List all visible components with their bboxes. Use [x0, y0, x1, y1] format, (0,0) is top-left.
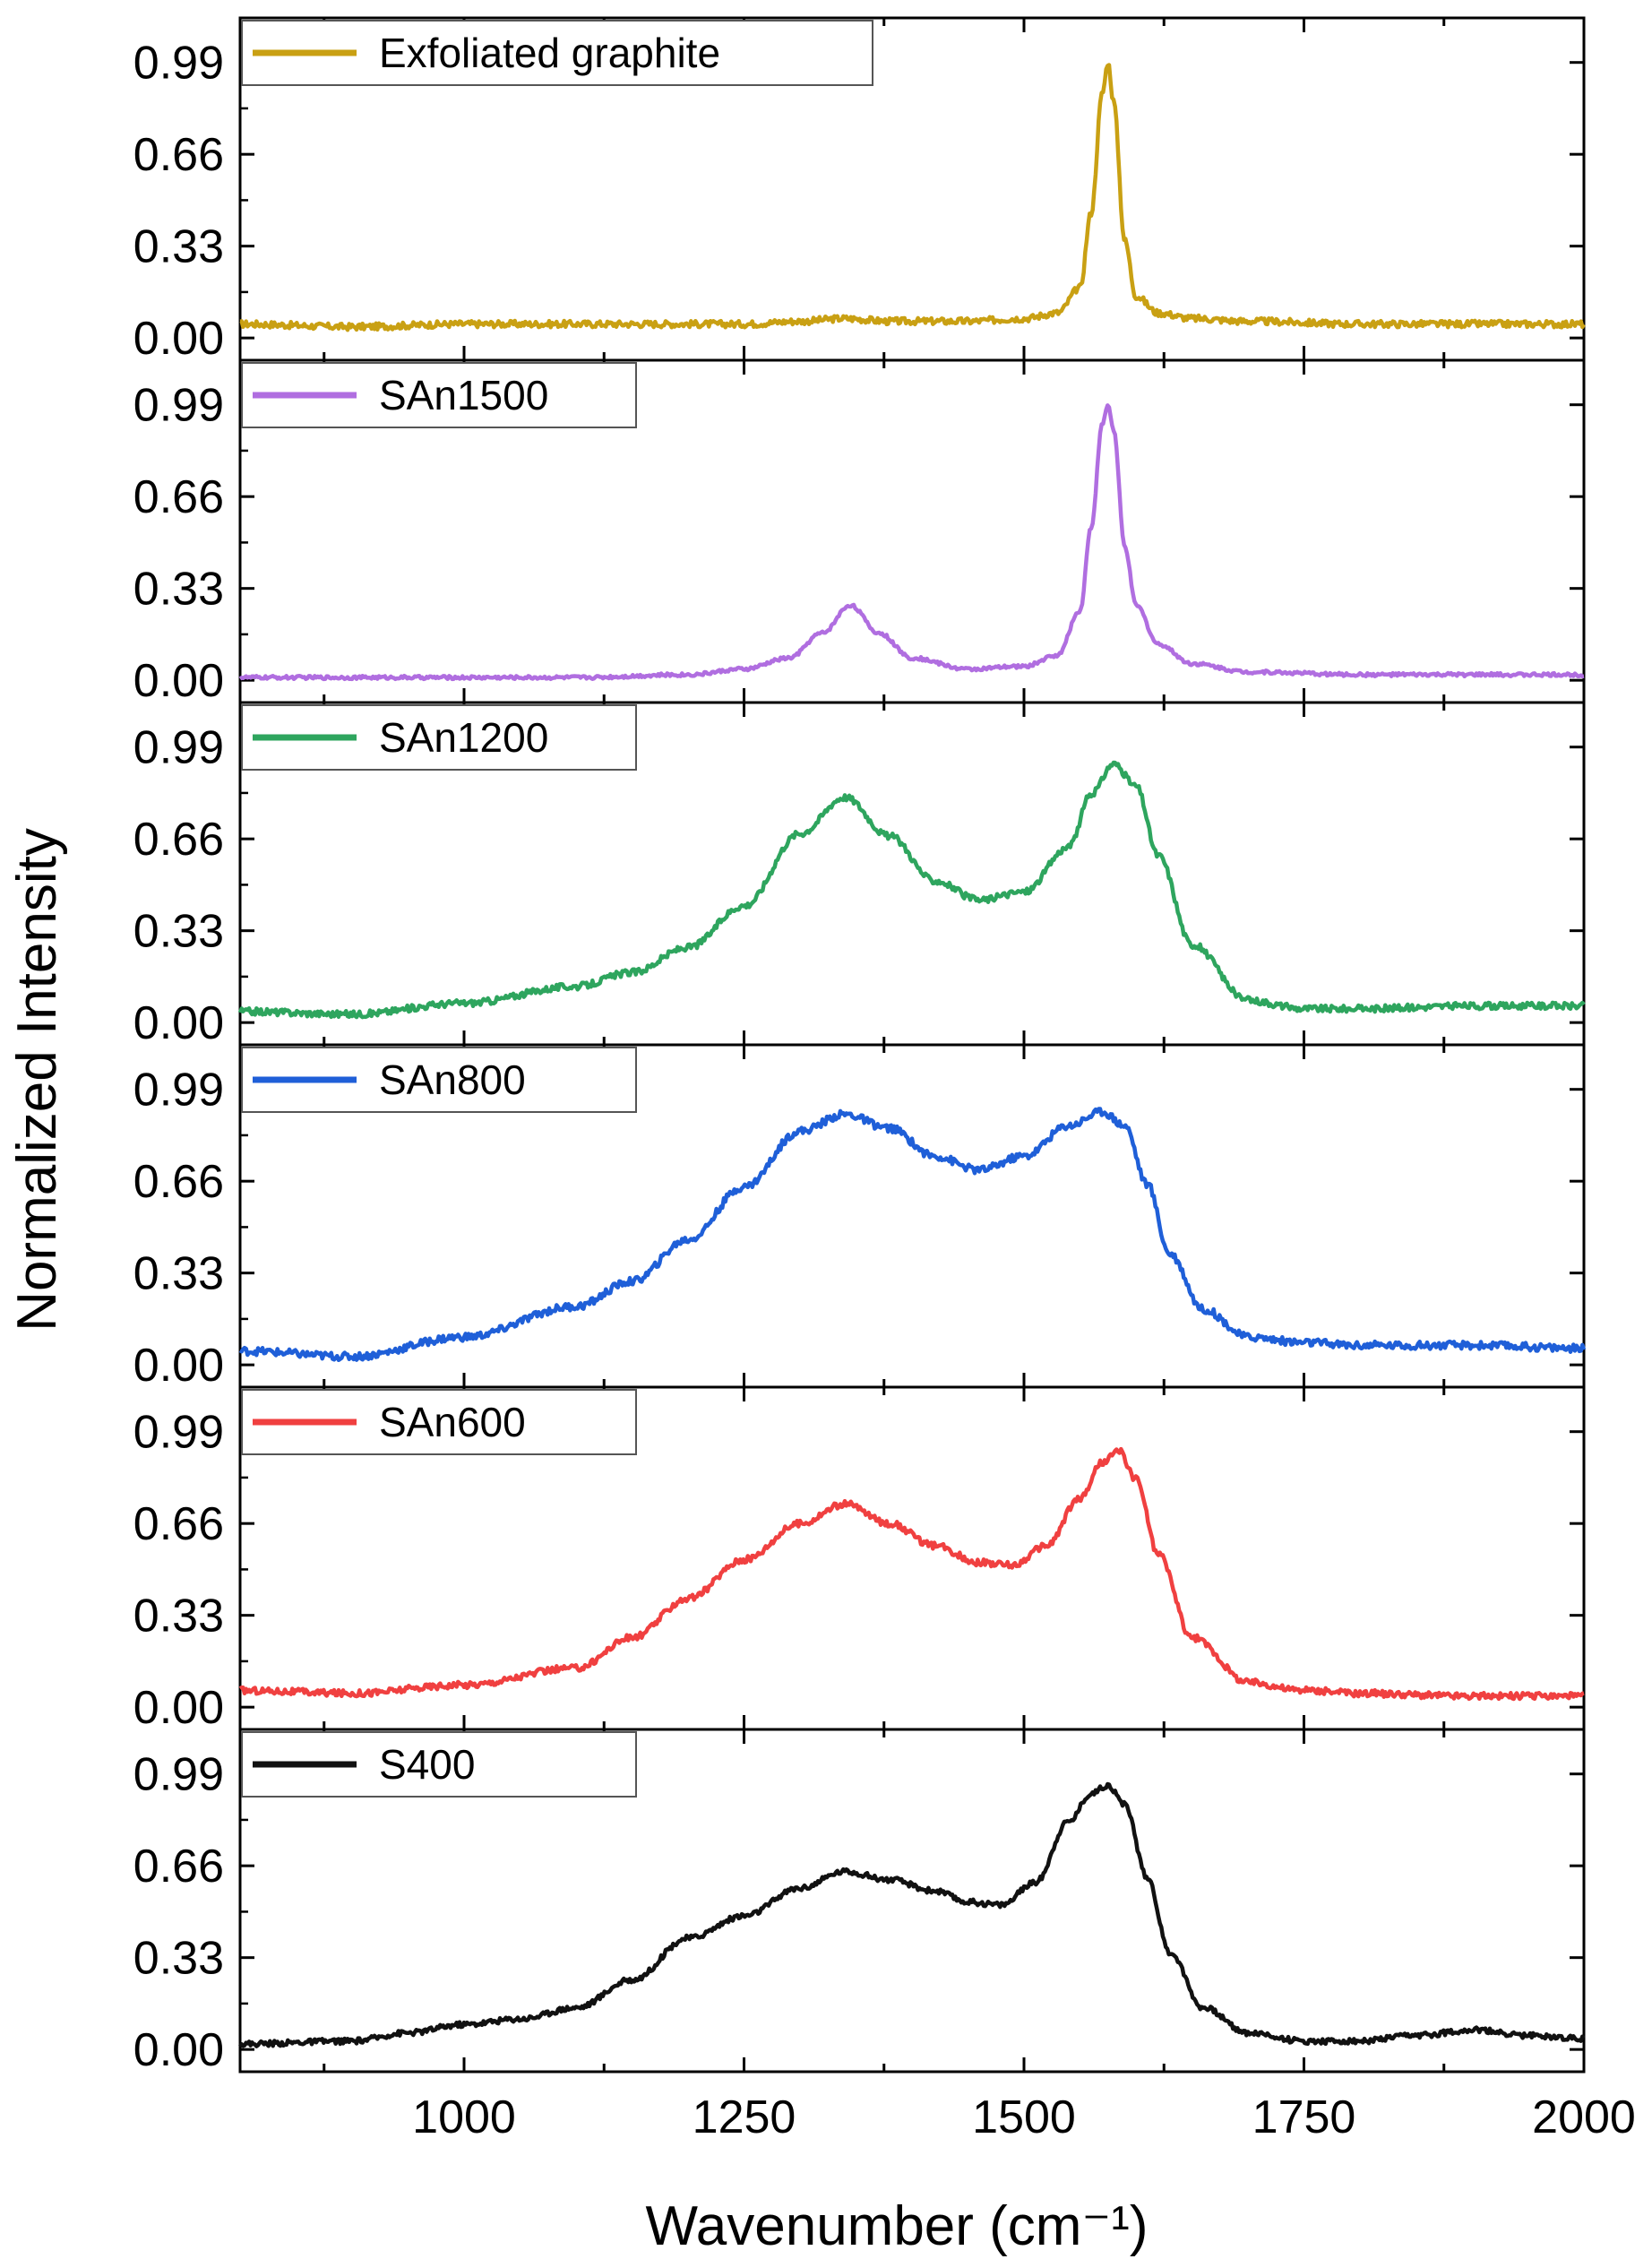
y-tick-label: 0.99: [133, 1407, 224, 1459]
legend-label: Exfoliated graphite: [379, 30, 720, 76]
x-tick-label: 1250: [693, 2091, 796, 2143]
legend-label: SAn800: [379, 1056, 526, 1103]
y-tick-label: 0.33: [133, 906, 224, 958]
panel-1: 0.00 0.33 0.66 0.99 Exfoliated graphite: [133, 16, 1586, 365]
legend-1: Exfoliated graphite: [241, 20, 873, 86]
legend-label: SAn1500: [379, 372, 548, 418]
x-tick-label: 1750: [1252, 2091, 1356, 2143]
y-tick-label: 0.00: [133, 2024, 224, 2076]
y-tick-label: 0.00: [133, 1682, 224, 1734]
legend-6: S400: [241, 1731, 637, 1798]
legend-5: SAn600: [241, 1389, 637, 1455]
y-axis-title: Normalized Intensity: [6, 828, 68, 1332]
y-tick-label: 0.00: [133, 997, 224, 1049]
panel-3: 0.00 0.33 0.66 0.99 SAn1200: [133, 701, 1586, 1049]
y-tick-label: 0.66: [133, 814, 224, 866]
y-tick-label: 0.99: [133, 380, 224, 432]
panel-2: 0.00 0.33 0.66 0.99 SAn1500: [133, 358, 1586, 707]
y-tick-label: 0.00: [133, 1340, 224, 1392]
series-line-san800: [238, 1107, 1587, 1363]
x-axis: 1000 1250 1500 1750 2000: [412, 2091, 1636, 2143]
legend-label: SAn600: [379, 1399, 526, 1445]
y-tick-label: 0.99: [133, 1749, 224, 1801]
y-tick-label: 0.99: [133, 1065, 224, 1117]
panel-6: 0.00 0.33 0.66 0.99 S400: [133, 1728, 1586, 2076]
x-tick-label: 1000: [412, 2091, 516, 2143]
panel-frame: [238, 1728, 1586, 2074]
y-tick-label: 0.33: [133, 1248, 224, 1300]
y-tick-label: 0.66: [133, 1498, 224, 1550]
y-tick-label: 0.33: [133, 1933, 224, 1985]
legend-3: SAn1200: [241, 704, 637, 771]
panels-group: 0.000.330.660.99 Exfoliated graphite0.000…: [133, 16, 1587, 2076]
series-line-san1200: [237, 760, 1586, 1020]
legend-label: S400: [379, 1741, 475, 1788]
y-tick-label: 0.66: [133, 1841, 224, 1893]
y-tick-label: 0.66: [133, 1156, 224, 1208]
x-axis-title: Wavenumber (cm⁻¹): [646, 2195, 1149, 2257]
series-line-exfoliated-graphite: [239, 63, 1586, 332]
legend-4: SAn800: [241, 1047, 637, 1113]
y-tick-label: 0.66: [133, 129, 224, 181]
series-line-san1500: [238, 403, 1585, 682]
y-tick-label: 0.99: [133, 38, 224, 90]
y-tick-label: 0.00: [133, 313, 224, 365]
y-tick-label: 0.33: [133, 564, 224, 616]
panel-5: 0.00 0.33 0.66 0.99 SAn600: [133, 1385, 1586, 1734]
series-line-san600: [238, 1446, 1585, 1702]
y-tick-label: 0.00: [133, 655, 224, 707]
x-tick-label: 1500: [972, 2091, 1076, 2143]
y-tick-label: 0.66: [133, 471, 224, 523]
legend-label: SAn1200: [379, 714, 548, 761]
y-tick-label: 0.33: [133, 221, 224, 273]
y-tick-label: 0.33: [133, 1591, 224, 1643]
series-line-s400: [238, 1781, 1586, 2048]
panel-4: 0.00 0.33 0.66 0.99 SAn800: [133, 1043, 1587, 1392]
y-tick-label: 0.99: [133, 722, 224, 774]
x-tick-label: 2000: [1532, 2091, 1636, 2143]
legend-2: SAn1500: [241, 362, 637, 428]
